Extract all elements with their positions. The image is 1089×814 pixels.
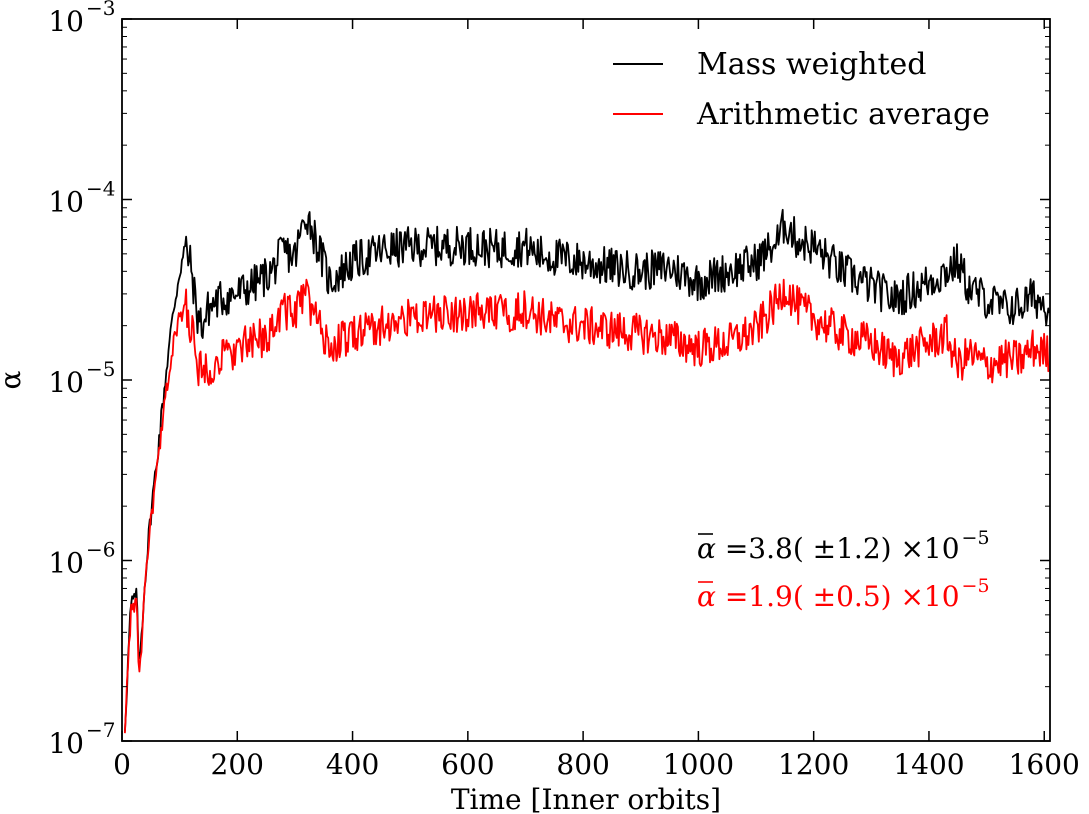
x-tick-label: 400 [326,748,379,781]
y-tick-label: 10 [48,727,84,760]
annotation-exponent: −5 [962,575,990,597]
x-tick-label: 1600 [1009,748,1080,781]
x-tick-label: 0 [113,748,131,781]
y-tick-exponent: −6 [86,538,115,562]
y-tick-label: 10 [48,5,84,38]
x-tick-label: 1400 [893,748,964,781]
series-line-mass-weighted [124,208,1051,732]
annotation-exponent: −5 [962,527,990,549]
legend-label: Mass weighted [697,47,927,82]
series-line-arithmetic-average [124,278,1051,734]
x-tick-label: 600 [441,748,494,781]
x-tick-label: 800 [556,748,609,781]
y-tick-exponent: −7 [86,718,115,742]
x-tick-label: 1200 [778,748,849,781]
y-tick-exponent: −5 [86,357,115,381]
x-axis-label: Time [Inner orbits] [451,783,721,814]
labels-layer: Time [Inner orbits] α [0,370,721,814]
y-axis-label: α [0,370,27,389]
annotations: α =3.8( ±1.2) ×10 −5α =1.9( ±0.5) ×10 −5 [697,527,990,613]
x-tick-label: 200 [211,748,264,781]
annotation-text: α =1.9( ±0.5) ×10 [697,580,960,613]
legend: Mass weighted Arithmetic average [613,47,990,132]
y-tick-label: 10 [48,186,84,219]
legend-label: Arithmetic average [696,97,990,132]
x-tick-label: 1000 [663,748,734,781]
series-layer [124,208,1051,734]
y-tick-label: 10 [48,547,84,580]
y-tick-label: 10 [48,366,84,399]
y-tick-exponent: −4 [86,177,115,201]
annotation-text: α =3.8( ±1.2) ×10 [697,532,960,565]
y-tick-exponent: −3 [86,0,115,20]
